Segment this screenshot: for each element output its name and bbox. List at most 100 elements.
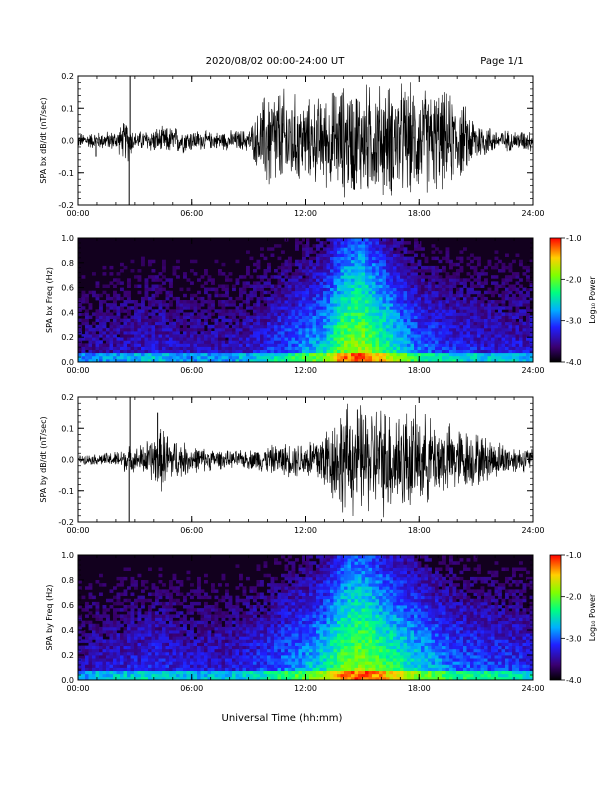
spectrogram-cell bbox=[109, 352, 114, 357]
spectrogram-cell bbox=[414, 327, 418, 332]
spectrogram-cell bbox=[130, 349, 135, 354]
spectrogram-cell bbox=[501, 293, 506, 298]
spectrogram-cell bbox=[438, 303, 443, 307]
spectrogram-cell bbox=[207, 306, 212, 310]
spectrogram-cell bbox=[361, 303, 366, 307]
spectrogram-cell bbox=[197, 651, 201, 656]
spectrogram-cell bbox=[134, 623, 138, 628]
spectrogram-cell bbox=[498, 318, 502, 323]
spectrogram-cell bbox=[480, 331, 485, 335]
spectrogram-cell bbox=[165, 658, 170, 662]
spectrogram-cell bbox=[361, 269, 366, 273]
spectrogram-cell bbox=[351, 287, 355, 292]
spectrogram-cell bbox=[176, 321, 180, 326]
spectrogram-cell bbox=[151, 278, 156, 282]
spectrogram-cell bbox=[312, 256, 317, 261]
spectrogram-cell bbox=[141, 655, 145, 659]
spectrogram-cell bbox=[466, 324, 471, 329]
spectrogram-cell bbox=[424, 315, 429, 319]
spectrogram-cell bbox=[99, 592, 103, 597]
spectrogram-cell bbox=[260, 253, 264, 257]
spectrogram-cell bbox=[512, 334, 516, 338]
spectrogram-cell bbox=[113, 633, 117, 637]
spectrogram-cell bbox=[298, 290, 303, 295]
spectrogram-cell bbox=[95, 648, 100, 653]
spectrogram-cell bbox=[512, 287, 516, 292]
spectrogram-cell bbox=[459, 340, 464, 344]
spectrogram-cell bbox=[393, 296, 397, 301]
spectrogram-cell bbox=[200, 349, 205, 354]
spectrogram-cell bbox=[358, 318, 362, 323]
spectrogram-cell bbox=[498, 293, 502, 298]
spectrogram-cell bbox=[232, 334, 236, 338]
spectrogram-cell bbox=[137, 321, 142, 326]
spectrogram-cell bbox=[480, 293, 485, 298]
spectrogram-cell bbox=[172, 673, 177, 678]
spectrogram-cell bbox=[148, 355, 152, 360]
spectrogram-cell bbox=[494, 250, 499, 254]
spectrogram-cell bbox=[165, 312, 170, 316]
spectrogram-cell bbox=[123, 626, 128, 631]
spectrogram-cell bbox=[92, 327, 96, 332]
spectrogram-cell bbox=[505, 346, 509, 350]
spectrogram-cell bbox=[141, 324, 145, 329]
spectrogram-cell bbox=[330, 272, 334, 276]
spectrogram-cell bbox=[127, 626, 131, 631]
spectrogram-cell bbox=[305, 355, 310, 360]
spectrogram-cell bbox=[162, 589, 166, 593]
spectrogram-cell bbox=[95, 636, 100, 640]
spectrogram-cell bbox=[333, 259, 338, 264]
spectrogram-cell bbox=[127, 633, 131, 637]
spectrogram-cell bbox=[459, 352, 464, 357]
spectrogram-cell bbox=[410, 337, 415, 341]
spectrogram-cell bbox=[141, 664, 145, 668]
spectrogram-cell bbox=[288, 321, 292, 326]
spectrogram-cell bbox=[176, 349, 180, 354]
spectrogram-cell bbox=[333, 278, 338, 282]
spectrogram-cell bbox=[144, 296, 149, 301]
spectrogram-cell bbox=[508, 352, 513, 357]
spectrogram-cell bbox=[277, 278, 282, 282]
spectrogram-cell bbox=[242, 337, 247, 341]
spectrogram-cell bbox=[414, 358, 418, 363]
spectrogram-cell bbox=[449, 321, 453, 326]
spectrogram-cell bbox=[344, 337, 348, 341]
spectrogram-cell bbox=[389, 284, 394, 288]
spectrogram-cell bbox=[148, 605, 152, 609]
spectrogram-cell bbox=[225, 324, 229, 329]
spectrogram-cell bbox=[123, 664, 128, 668]
spectrogram-cell bbox=[519, 318, 523, 323]
spectrogram-cell bbox=[141, 306, 145, 310]
spectrogram-cell bbox=[305, 250, 310, 254]
spectrogram-cell bbox=[267, 315, 271, 319]
spectrogram-cell bbox=[176, 346, 180, 350]
spectrogram-cell bbox=[396, 355, 401, 360]
spectrogram-cell bbox=[400, 284, 404, 288]
spectrogram-cell bbox=[176, 259, 180, 264]
spectrogram-cell bbox=[445, 334, 450, 338]
spectrogram-cell bbox=[291, 358, 296, 363]
spectrogram-cell bbox=[158, 324, 163, 329]
spectrogram-cell bbox=[267, 269, 271, 273]
spectrogram-cell bbox=[347, 241, 352, 245]
spectrogram-cell bbox=[354, 309, 359, 313]
spectrogram-cell bbox=[386, 272, 390, 276]
spectrogram-cell bbox=[197, 355, 201, 360]
spectrogram-cell bbox=[137, 645, 142, 650]
spectrogram-cell bbox=[242, 284, 247, 288]
spectrogram-cell bbox=[529, 358, 534, 363]
spectrogram-cell bbox=[393, 303, 397, 307]
spectrogram-cell bbox=[291, 334, 296, 338]
spectrogram-cell bbox=[109, 327, 114, 332]
spectrogram-cell bbox=[515, 281, 520, 285]
spectrogram-cell bbox=[123, 321, 128, 326]
spectrogram-cell bbox=[120, 580, 124, 584]
spectrogram-cell bbox=[288, 349, 292, 354]
spectrogram-cell bbox=[130, 337, 135, 341]
spectrogram-cell bbox=[179, 346, 184, 350]
spectrogram-cell bbox=[120, 303, 124, 307]
spectrogram-cell bbox=[410, 340, 415, 344]
spectrogram-cell bbox=[498, 331, 502, 335]
spectrogram-cell bbox=[260, 247, 264, 251]
spectrogram-cell bbox=[522, 303, 527, 307]
